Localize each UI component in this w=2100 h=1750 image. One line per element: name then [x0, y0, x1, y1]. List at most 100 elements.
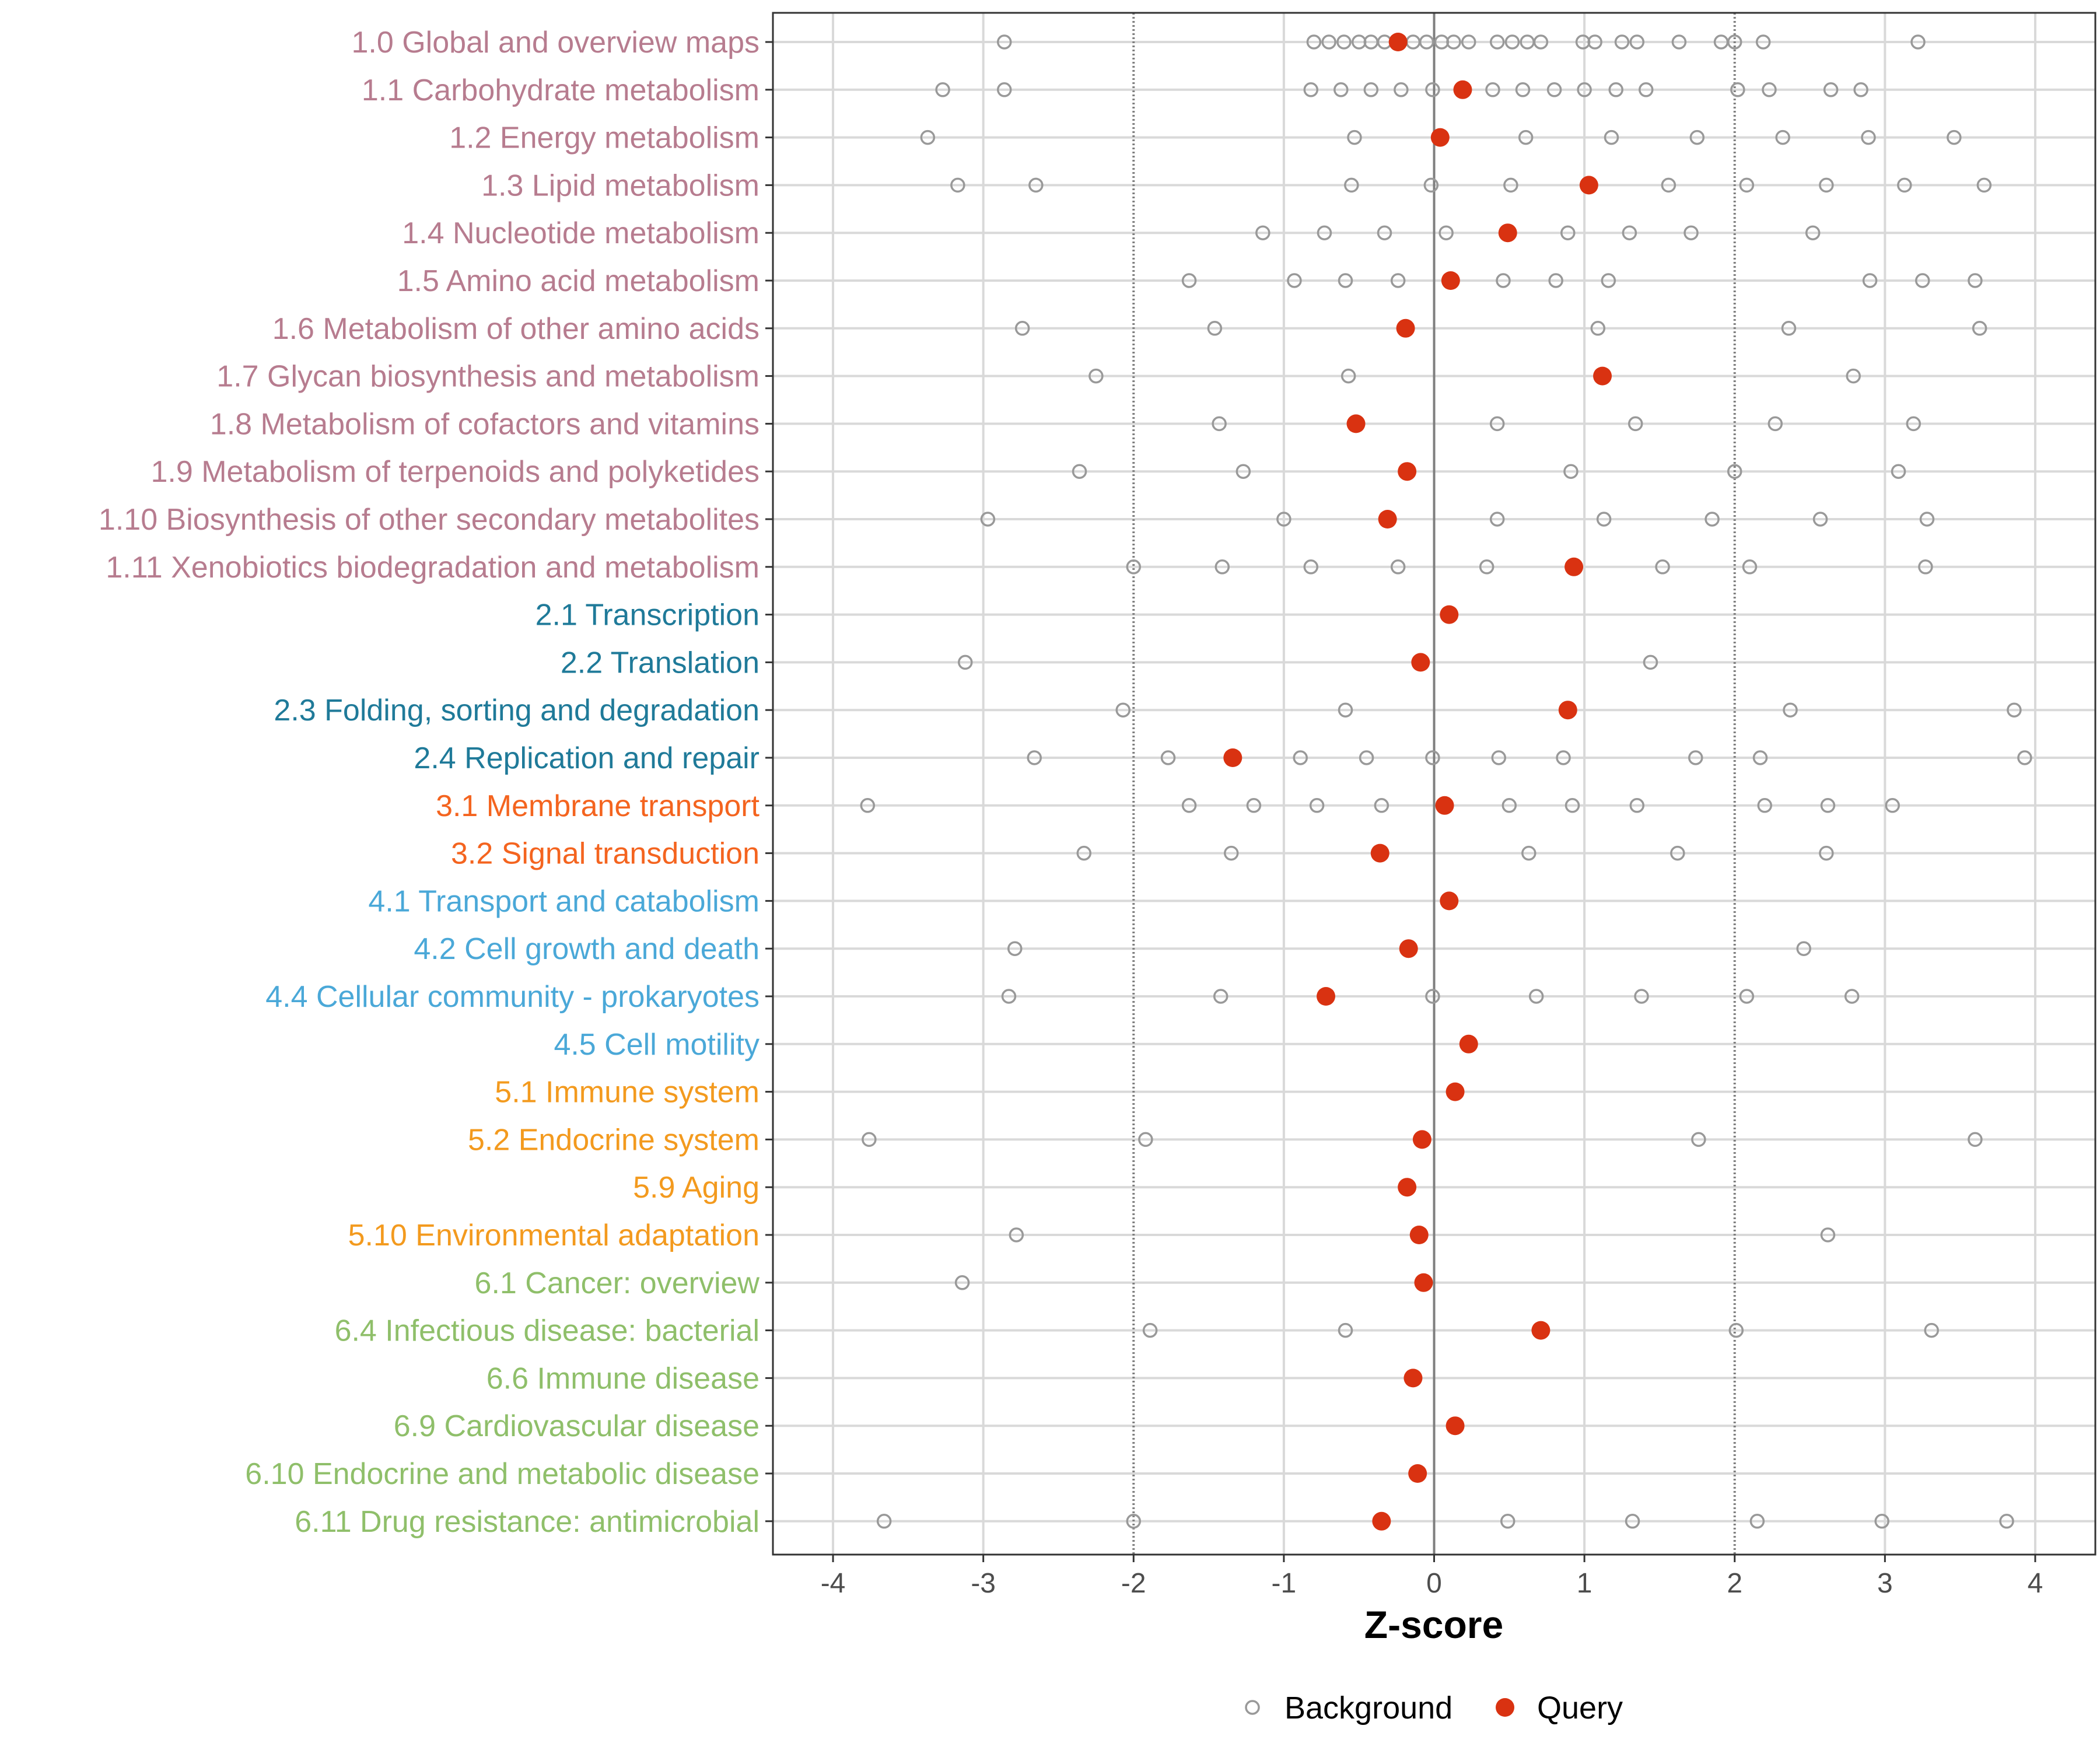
category-label: 2.4 Replication and repair [414, 741, 760, 775]
background-point [1528, 989, 1544, 1004]
background-point [1181, 798, 1197, 813]
background-point [1306, 34, 1322, 50]
background-point [1689, 130, 1705, 145]
background-point [1504, 34, 1520, 50]
background-point [1515, 82, 1531, 97]
background-point [1138, 1132, 1153, 1147]
query-point [1398, 462, 1417, 481]
x-tick-label: 0 [1426, 1568, 1442, 1599]
background-point [1334, 82, 1349, 97]
background-point [1688, 750, 1703, 765]
background-point [1336, 34, 1352, 50]
background-point [1999, 1514, 2014, 1529]
query-point [1531, 1321, 1550, 1340]
category-label: 2.2 Translation [561, 646, 760, 680]
background-point [1819, 845, 1834, 861]
background-point [1438, 225, 1454, 240]
background-point [1115, 702, 1130, 718]
category-label: 6.9 Cardiovascular disease [394, 1409, 760, 1443]
background-point [1359, 750, 1374, 765]
background-point [1518, 130, 1534, 145]
legend-background-marker [1245, 1700, 1260, 1715]
query-point [1430, 128, 1450, 147]
query-point [1441, 271, 1460, 290]
background-point [1446, 34, 1461, 50]
background-point [1502, 798, 1517, 813]
query-point [1412, 1130, 1432, 1149]
background-point [1862, 273, 1878, 288]
background-point [1212, 416, 1227, 432]
query-point [1440, 891, 1459, 911]
category-label: 1.0 Global and overview maps [352, 26, 760, 60]
x-tick-label: -2 [1121, 1568, 1146, 1599]
category-label: 2.1 Transcription [536, 598, 760, 632]
background-point [1425, 82, 1440, 97]
background-point [1906, 416, 1922, 432]
background-point [1394, 82, 1409, 97]
background-point [1246, 798, 1262, 813]
background-point [1489, 416, 1505, 432]
query-point [1398, 1178, 1417, 1197]
background-point [1521, 845, 1536, 861]
background-point [1007, 941, 1023, 956]
query-point [1435, 796, 1454, 815]
background-point [1897, 177, 1912, 193]
background-point [1338, 1322, 1353, 1338]
background-point [1820, 798, 1836, 813]
x-tick-label: -1 [1272, 1568, 1297, 1599]
query-point [1388, 33, 1408, 51]
background-point [1126, 1514, 1142, 1529]
background-point [1028, 177, 1044, 193]
query-point [1459, 1034, 1478, 1054]
x-tick-label: 2 [1727, 1568, 1742, 1599]
query-point [1378, 510, 1397, 528]
background-point [1739, 177, 1755, 193]
background-point [1377, 225, 1392, 240]
background-point [996, 34, 1012, 50]
background-point [1762, 82, 1777, 97]
background-point [1423, 177, 1439, 193]
background-point [1820, 1227, 1836, 1242]
category-label: 1.7 Glycan biosynthesis and metabolism [216, 360, 760, 394]
category-label: 1.8 Metabolism of cofactors and vitamins [210, 407, 760, 441]
background-point [876, 1514, 892, 1529]
category-label: 6.1 Cancer: overview [475, 1266, 760, 1300]
background-point [1629, 798, 1645, 813]
background-point [860, 798, 876, 813]
category-label: 5.10 Environmental adaptation [348, 1219, 760, 1252]
background-point [1661, 177, 1676, 193]
background-point [935, 82, 950, 97]
background-point [1546, 82, 1562, 97]
legend: Background Query [1245, 1690, 1623, 1726]
background-point [1742, 559, 1758, 575]
background-point [957, 654, 973, 670]
category-label: 1.1 Carbohydrate metabolism [362, 74, 760, 107]
background-point [1691, 1132, 1706, 1147]
background-point [1560, 225, 1576, 240]
background-point [1783, 702, 1798, 718]
x-tick-label: 4 [2028, 1568, 2043, 1599]
legend-background-label: Background [1284, 1690, 1452, 1726]
background-point [1749, 1514, 1765, 1529]
background-point [1564, 798, 1580, 813]
x-tick-label: 3 [1877, 1568, 1893, 1599]
background-point [1919, 512, 1935, 527]
background-point [1968, 273, 1983, 288]
background-point [1390, 273, 1406, 288]
background-point [1344, 177, 1359, 193]
background-point [1214, 559, 1230, 575]
background-point [1625, 1514, 1640, 1529]
category-label: 5.1 Immune system [495, 1076, 760, 1110]
category-label: 5.2 Endocrine system [468, 1123, 760, 1157]
category-label: 4.5 Cell motility [554, 1028, 760, 1062]
query-point [1404, 1368, 1423, 1388]
query-point [1440, 605, 1459, 624]
query-point [1346, 414, 1366, 433]
query-point [1453, 80, 1472, 99]
background-point [980, 512, 996, 527]
background-point [1587, 34, 1602, 50]
background-point [1500, 1514, 1516, 1529]
category-label: 1.5 Amino acid metabolism [397, 264, 760, 298]
x-tick-label: -3 [971, 1568, 996, 1599]
background-point [1213, 989, 1228, 1004]
